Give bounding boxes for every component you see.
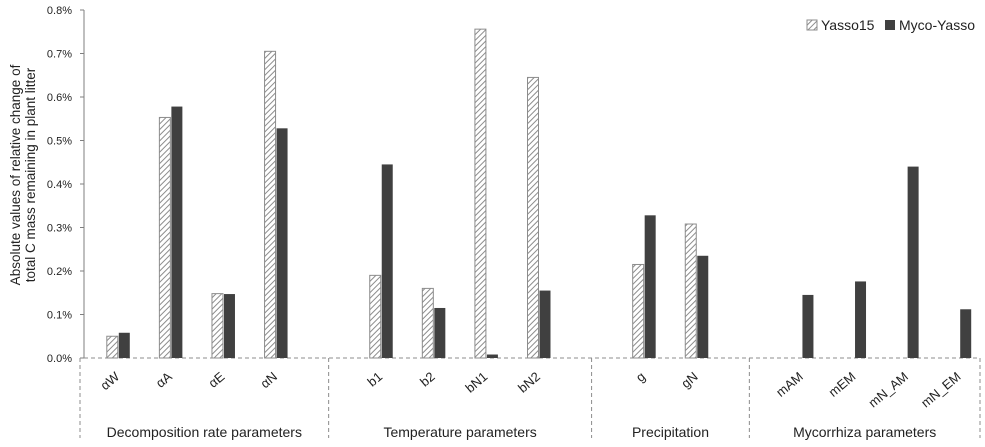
bars [106,28,972,359]
y-axis-label-line: Absolute values of relative change of [8,64,23,285]
group-labels: Decomposition rate parameters Temperature… [79,358,981,440]
legend: Yasso15 Myco-Yasso [806,17,975,33]
bar-yasso15 [369,274,382,359]
y-tick-label: 0.1% [47,310,72,322]
bar-yasso15 [264,50,277,359]
x-tick-label: g [633,369,648,385]
bar-myco-yasso [960,309,972,358]
bar-myco-yasso [539,290,551,358]
legend-swatch [806,19,818,31]
y-axis-label-line: total C mass remaining in plant litter [23,67,38,282]
bar-myco-yasso [171,106,183,358]
group-label: Precipitation [632,424,709,440]
x-tick-label: b1 [364,369,385,390]
bar-yasso15 [158,116,171,359]
y-tick-label: 0.2% [47,266,72,278]
y-tick-label: 0.6% [47,92,72,104]
bar-myco-yasso [855,281,867,358]
x-tick-label: mAM [773,369,806,400]
group-label: Temperature parameters [383,424,536,440]
y-tick-label: 0.7% [47,49,72,61]
bar-yasso15 [106,335,119,359]
bar-yasso15 [632,263,645,359]
bar-myco-yasso [434,307,446,358]
x-tick-label: b2 [417,369,438,390]
bar-myco-yasso [486,354,498,358]
axes: 0.0% 0.1% 0.2% 0.3% 0.4% 0.5% 0.6% 0.7% 0.8% [47,5,980,365]
bar-yasso15 [211,293,224,359]
legend-label: Myco-Yasso [899,17,975,33]
group-label: Mycorrhiza parameters [793,424,936,440]
y-tick-label: 0.3% [47,223,72,235]
x-tick-label: αN [257,369,280,391]
x-tick-label: αA [153,369,175,391]
bar-myco-yasso [697,255,709,358]
legend-label: Yasso15 [821,17,875,33]
bar-yasso15 [527,76,539,359]
bar-yasso15 [474,28,487,359]
x-tick-label: mN_AM [865,369,911,411]
y-tick-label: 0.5% [47,136,72,148]
bar-myco-yasso [276,128,288,358]
y-tick-label: 0.4% [47,179,72,191]
x-tick-label: mEM [826,369,859,400]
bar-myco-yasso [644,215,656,358]
y-tick-label: 0.0% [47,353,72,365]
x-tick-label: gN [678,369,700,391]
bar-myco-yasso [802,294,814,358]
x-tick-label: mN_EM [918,369,964,411]
bar-myco-yasso [223,294,235,358]
x-tick-label: αE [205,369,227,391]
y-tick-label: 0.8% [47,5,72,17]
y-axis-label: Absolute values of relative change of tot… [8,64,38,285]
group-label: Decomposition rate parameters [107,424,302,440]
bar-yasso15 [684,223,697,359]
bar-myco-yasso [907,166,919,358]
legend-swatch [885,20,895,30]
x-tick-label: bN1 [462,369,490,396]
x-tick-label: αW [97,368,122,393]
bar-yasso15 [421,287,434,359]
bar-myco-yasso [381,164,393,358]
bar-myco-yasso [118,332,130,358]
x-tick-label: bN2 [515,369,543,396]
x-tick-labels: αW αA αE αN b1 b2 bN1 bN2 g gN mAM mEM mN_AM mN_EM [97,368,963,410]
